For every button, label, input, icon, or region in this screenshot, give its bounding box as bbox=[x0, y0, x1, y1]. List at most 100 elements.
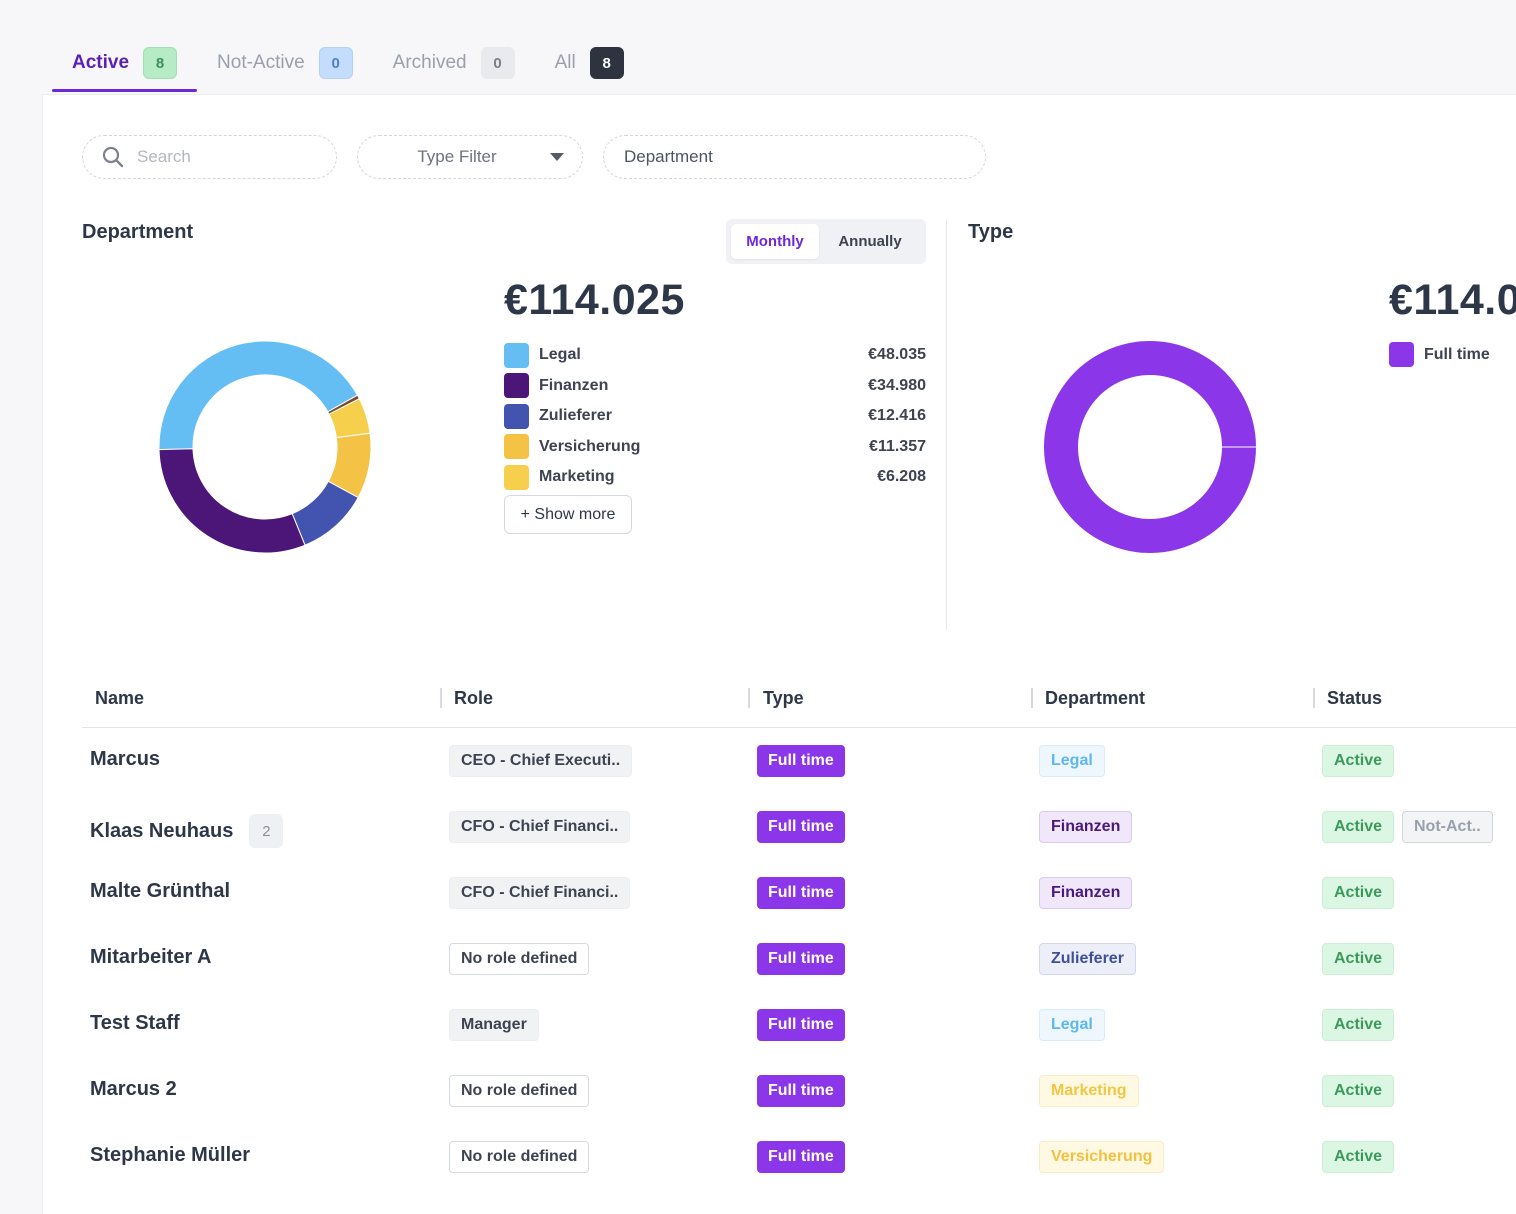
table-row[interactable]: Malte Grünthal CFO - Chief Financi.. Full … bbox=[82, 860, 1516, 926]
legend-item: Marketing €6.208 bbox=[504, 462, 926, 493]
tab-label: Active bbox=[72, 52, 130, 73]
legend-value: €34.980 bbox=[868, 376, 926, 394]
department-tag: Legal bbox=[1039, 745, 1105, 777]
legend-swatch bbox=[1389, 342, 1414, 367]
type-tag: Full time bbox=[757, 1075, 845, 1107]
legend-item: Zulieferer €12.416 bbox=[504, 401, 926, 432]
staff-name: Mitarbeiter A bbox=[90, 946, 212, 968]
search-placeholder: Search bbox=[137, 147, 191, 166]
staff-name-cell: Marcus 2 bbox=[90, 1078, 177, 1101]
type-tag: Full time bbox=[757, 1009, 845, 1041]
department-tag: Versicherung bbox=[1039, 1141, 1165, 1173]
type-tag: Full time bbox=[757, 745, 845, 777]
type-filter-select[interactable]: Type Filter bbox=[357, 135, 583, 179]
search-input[interactable]: Search bbox=[82, 135, 337, 179]
type-legend-item: Full time bbox=[1389, 342, 1490, 367]
department-filter[interactable]: Department bbox=[603, 135, 986, 179]
tab-count-badge: 0 bbox=[318, 47, 353, 79]
legend-swatch bbox=[504, 434, 529, 460]
tab-archived[interactable]: Archived 0 bbox=[373, 40, 535, 86]
table-row[interactable]: Mitarbeiter A No role defined Full time Zul… bbox=[82, 926, 1516, 992]
panel-divider bbox=[946, 220, 947, 630]
table-row[interactable]: Marcus CEO - Chief Executi.. Full time Lega… bbox=[82, 728, 1516, 794]
department-filter-label: Department bbox=[624, 147, 713, 166]
department-tag: Finanzen bbox=[1039, 877, 1133, 909]
staff-name: Marcus 2 bbox=[90, 1078, 177, 1100]
department-legend: Legal €48.035 Finanzen €34.980 Zulieferer €12… bbox=[504, 340, 926, 493]
tab-count-badge: 0 bbox=[480, 47, 515, 79]
legend-label: Full time bbox=[1424, 345, 1490, 363]
donut-slice-finanzen[interactable] bbox=[158, 448, 306, 554]
legend-swatch bbox=[504, 373, 529, 399]
column-header-department[interactable]: Department bbox=[1045, 688, 1146, 708]
department-chart-title: Department bbox=[82, 221, 194, 243]
department-tag: Finanzen bbox=[1039, 811, 1133, 843]
donut-slice-full-time[interactable] bbox=[1044, 341, 1256, 553]
type-tag: Full time bbox=[757, 1141, 845, 1173]
column-separator bbox=[1313, 688, 1315, 708]
table-row[interactable]: Stephanie Müller No role defined Full time… bbox=[82, 1124, 1516, 1190]
role-tag: CEO - Chief Executi.. bbox=[449, 745, 633, 777]
department-total: €114.025 bbox=[504, 276, 685, 324]
column-header-status[interactable]: Status bbox=[1327, 688, 1383, 708]
tab-active[interactable]: Active 8 bbox=[52, 40, 198, 92]
legend-value: €12.416 bbox=[868, 407, 926, 425]
role-tag: CFO - Chief Financi.. bbox=[449, 811, 631, 843]
legend-value: €48.035 bbox=[868, 346, 926, 364]
legend-label: Versicherung bbox=[539, 437, 641, 455]
legend-value: €11.357 bbox=[869, 437, 926, 455]
staff-name-cell: Malte Grünthal bbox=[90, 880, 230, 903]
toggle-annually[interactable]: Annually bbox=[838, 233, 902, 250]
department-tag: Legal bbox=[1039, 1009, 1105, 1041]
type-tag: Full time bbox=[757, 877, 845, 909]
department-tag: Zulieferer bbox=[1039, 943, 1136, 975]
tab-count-badge: 8 bbox=[143, 47, 178, 79]
tab-count-badge: 8 bbox=[589, 47, 624, 79]
type-donut-chart bbox=[1044, 341, 1256, 553]
tab-not-active[interactable]: Not-Active 0 bbox=[197, 40, 373, 86]
legend-swatch bbox=[504, 403, 529, 429]
donut-slice-legal[interactable] bbox=[158, 340, 359, 451]
tab-label: Archived bbox=[392, 52, 467, 73]
staff-name-cell: Klaas Neuhaus 2 bbox=[90, 814, 284, 848]
type-filter-label: Type Filter bbox=[417, 147, 497, 166]
search-icon bbox=[102, 146, 124, 168]
extra-count-badge: 2 bbox=[249, 814, 284, 848]
staff-name-cell: Test Staff bbox=[90, 1012, 180, 1035]
status-badge: Active bbox=[1322, 877, 1395, 909]
staff-name-cell: Mitarbeiter A bbox=[90, 946, 212, 969]
staff-name: Test Staff bbox=[90, 1012, 180, 1034]
staff-name: Stephanie Müller bbox=[90, 1144, 251, 1166]
type-total: €114.025 bbox=[1389, 276, 1516, 324]
legend-item: Legal €48.035 bbox=[504, 340, 926, 371]
column-separator bbox=[1031, 688, 1033, 708]
type-tag: Full time bbox=[757, 943, 845, 975]
column-header-role[interactable]: Role bbox=[454, 688, 494, 708]
status-badge-secondary: Not-Act.. bbox=[1402, 811, 1493, 843]
column-separator bbox=[440, 688, 442, 708]
role-tag: Manager bbox=[449, 1009, 539, 1041]
status-badge: Active bbox=[1322, 1009, 1395, 1041]
legend-value: €6.208 bbox=[877, 468, 926, 486]
table-row[interactable]: Marcus 2 No role defined Full time Marketin… bbox=[82, 1058, 1516, 1124]
column-header-type[interactable]: Type bbox=[763, 688, 804, 708]
role-tag: No role defined bbox=[449, 943, 590, 975]
tab-label: All bbox=[554, 52, 576, 73]
column-header-name[interactable]: Name bbox=[95, 688, 145, 708]
staff-name: Marcus bbox=[90, 748, 161, 770]
table-header: Name Role Type Department Status bbox=[82, 676, 1516, 728]
column-separator bbox=[748, 688, 750, 708]
legend-item: Finanzen €34.980 bbox=[504, 371, 926, 402]
type-chart-title: Type bbox=[968, 221, 1014, 243]
period-toggle: Monthly Annually bbox=[726, 219, 926, 264]
legend-item: Versicherung €11.357 bbox=[504, 432, 926, 463]
type-tag: Full time bbox=[757, 811, 845, 843]
tab-all[interactable]: All 8 bbox=[535, 40, 644, 86]
toggle-monthly[interactable]: Monthly bbox=[731, 224, 819, 259]
staff-name-cell: Marcus bbox=[90, 748, 160, 771]
show-more-button[interactable]: + Show more bbox=[504, 495, 632, 534]
table-row[interactable]: Test Staff Manager Full time Legal Active bbox=[82, 992, 1516, 1058]
table-row[interactable]: Klaas Neuhaus 2 CFO - Chief Financi.. Full … bbox=[82, 794, 1516, 860]
staff-name-cell: Stephanie Müller bbox=[90, 1144, 250, 1167]
status-badge: Active bbox=[1322, 943, 1395, 975]
